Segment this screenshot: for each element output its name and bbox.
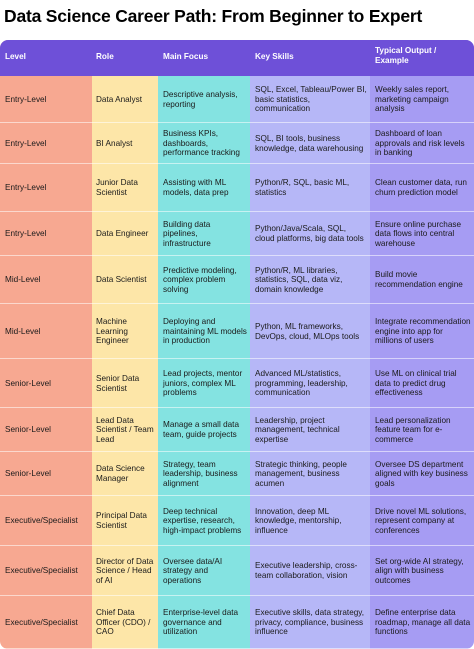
cell-typical-output: Lead personalization feature team for e-… <box>375 415 451 444</box>
cell-level: Entry-Level <box>5 138 47 148</box>
table-row: Entry-Level Data Engineer Building data pi… <box>0 212 474 256</box>
cell-key-skills: Innovation, deep ML knowledge, mentorshi… <box>255 506 342 535</box>
table-row: Executive/Specialist Chief Data Officer (… <box>0 596 474 649</box>
cell-level: Executive/Specialist <box>5 566 78 576</box>
skills-column-bg <box>250 40 370 649</box>
career-table: Level Role Main Focus Key Skills Typical… <box>0 40 474 649</box>
cell-level: Mid-Level <box>5 275 41 285</box>
table-header: Level Role Main Focus Key Skills Typical… <box>0 40 474 76</box>
cell-key-skills: Advanced ML/statistics, programming, lea… <box>255 369 348 398</box>
focus-column-bg <box>158 40 250 649</box>
cell-role: BI Analyst <box>96 138 133 148</box>
header-role: Role <box>96 52 114 61</box>
cell-main-focus: Building data pipelines, infrastructure <box>163 219 211 248</box>
cell-main-focus: Deploying and maintaining ML models in p… <box>163 317 247 346</box>
header-main-focus: Main Focus <box>163 52 209 61</box>
table-row: Entry-Level BI Analyst Business KPIs, dash… <box>0 123 474 164</box>
cell-key-skills: Leadership, project management, technica… <box>255 415 340 444</box>
table-row: Mid-Level Machine Learning Engineer Deploy… <box>0 304 474 359</box>
table-row: Senior-Level Data Science Manager Strategy… <box>0 452 474 496</box>
header-key-skills: Key Skills <box>255 52 294 61</box>
role-column-bg <box>92 40 158 649</box>
cell-typical-output: Define enterprise data roadmap, manage a… <box>375 608 471 637</box>
cell-key-skills: SQL, Excel, Tableau/Power BI, basic stat… <box>255 85 367 114</box>
cell-typical-output: Drive novel ML solutions, represent comp… <box>375 506 467 535</box>
table-row: Senior-Level Lead Data Scientist / Team L… <box>0 408 474 452</box>
cell-key-skills: Python/Java/Scala, SQL, cloud platforms,… <box>255 224 364 243</box>
cell-role: Lead Data Scientist / Team Lead <box>96 415 154 444</box>
table-row: Entry-Level Data Analyst Descriptive analy… <box>0 76 474 123</box>
output-column-bg <box>370 40 474 649</box>
table-row: Executive/Specialist Director of Data Sci… <box>0 546 474 596</box>
table-row: Executive/Specialist Principal Data Scien… <box>0 496 474 546</box>
cell-main-focus: Lead projects, mentor juniors, complex M… <box>163 369 243 398</box>
cell-key-skills: Python, ML frameworks, DevOps, cloud, ML… <box>255 321 360 341</box>
cell-typical-output: Ensure online purchase data flows into c… <box>375 219 462 248</box>
cell-main-focus: Enterprise-level data governance and uti… <box>163 608 239 637</box>
cell-role: Chief Data Officer (CDO) / CAO <box>96 608 151 637</box>
cell-main-focus: Deep technical expertise, research, high… <box>163 506 242 535</box>
cell-role: Senior Data Scientist <box>96 373 140 393</box>
cell-role: Data Science Manager <box>96 464 145 483</box>
cell-typical-output: Build movie recommendation engine <box>375 270 463 289</box>
cell-typical-output: Oversee DS department aligned with key b… <box>375 459 468 488</box>
cell-role: Principal Data Scientist <box>96 511 147 530</box>
cell-typical-output: Use ML on clinical trial data to predict… <box>375 369 457 398</box>
cell-level: Executive/Specialist <box>5 617 78 627</box>
cell-typical-output: Integrate recommendation engine into app… <box>375 317 471 346</box>
page-title: Data Science Career Path: From Beginner … <box>4 6 423 26</box>
cell-typical-output: Weekly sales report, marketing campaign … <box>375 85 450 114</box>
cell-key-skills: Python/R, ML libraries, statistics, SQL,… <box>255 265 343 294</box>
cell-key-skills: Python/R, SQL, basic ML, statistics <box>255 178 350 197</box>
table-row: Mid-Level Data Scientist Predictive modeli… <box>0 256 474 304</box>
cell-role: Data Engineer <box>96 229 149 239</box>
cell-typical-output: Dashboard of loan approvals and risk lev… <box>375 129 465 158</box>
cell-level: Entry-Level <box>5 94 47 104</box>
header-level: Level <box>5 52 26 61</box>
cell-main-focus: Manage a small data team, guide projects <box>163 420 240 439</box>
cell-main-focus: Business KPIs, dashboards, performance t… <box>163 129 240 158</box>
cell-main-focus: Predictive modeling, complex problem sol… <box>163 265 237 294</box>
table-row: Senior-Level Senior Data Scientist Lead pr… <box>0 359 474 408</box>
level-column-bg <box>0 40 92 649</box>
cell-level: Executive/Specialist <box>5 516 78 526</box>
cell-main-focus: Strategy, team leadership, business alig… <box>163 459 238 488</box>
cell-key-skills: Strategic thinking, people management, b… <box>255 459 347 488</box>
cell-level: Senior-Level <box>5 378 51 388</box>
cell-key-skills: SQL, BI tools, business knowledge, data … <box>255 133 364 153</box>
header-typical-output: Typical Output / Example <box>375 46 437 65</box>
cell-role: Junior Data Scientist <box>96 178 138 197</box>
cell-role: Data Analyst <box>96 94 142 104</box>
cell-level: Senior-Level <box>5 469 51 479</box>
cell-typical-output: Set org-wide AI strategy, align with bus… <box>375 556 464 585</box>
cell-role: Director of Data Science / Head of AI <box>96 556 154 585</box>
cell-role: Data Scientist <box>96 275 147 285</box>
cell-typical-output: Clean customer data, run churn predictio… <box>375 178 467 197</box>
table-row: Entry-Level Junior Data Scientist Assistin… <box>0 164 474 212</box>
cell-level: Senior-Level <box>5 425 51 435</box>
cell-main-focus: Oversee data/AI strategy and operations <box>163 556 223 585</box>
cell-key-skills: Executive leadership, cross-team collabo… <box>255 561 358 580</box>
cell-role: Machine Learning Engineer <box>96 317 129 346</box>
cell-level: Entry-Level <box>5 183 47 193</box>
cell-key-skills: Executive skills, data strategy, privacy… <box>255 608 365 637</box>
cell-main-focus: Descriptive analysis, reporting <box>163 89 238 109</box>
cell-level: Entry-Level <box>5 229 47 239</box>
cell-main-focus: Assisting with ML models, data prep <box>163 178 229 197</box>
cell-level: Mid-Level <box>5 326 41 336</box>
